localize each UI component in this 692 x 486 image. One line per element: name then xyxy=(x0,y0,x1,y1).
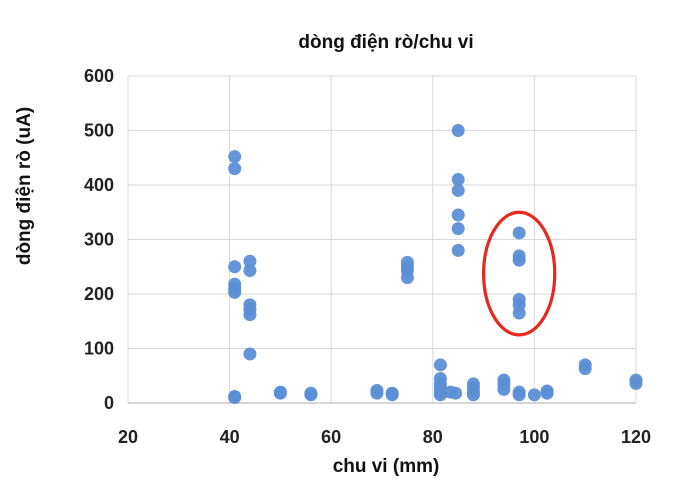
axes xyxy=(127,76,636,404)
x-tick-label: 60 xyxy=(321,427,341,447)
x-tick-labels: 20 40 60 80 100 120 xyxy=(118,427,651,447)
data-point xyxy=(466,388,480,402)
y-axis-title: dòng điện rò (uA) xyxy=(14,107,35,265)
data-point xyxy=(451,173,465,187)
data-point xyxy=(304,388,318,402)
gridlines xyxy=(128,75,637,403)
data-point xyxy=(451,208,465,222)
x-tick-label: 100 xyxy=(519,427,549,447)
y-tick-label: 400 xyxy=(84,175,114,195)
data-point xyxy=(385,388,399,402)
data-point xyxy=(497,382,511,396)
data-point xyxy=(451,124,465,137)
chart-title: dòng điện rò/chu vi xyxy=(298,32,473,53)
data-point xyxy=(243,264,257,278)
x-tick-label: 20 xyxy=(118,427,138,447)
data-point xyxy=(540,386,554,400)
data-point xyxy=(243,308,257,322)
data-point xyxy=(228,285,242,299)
data-point xyxy=(451,243,465,257)
data-point xyxy=(512,226,526,240)
data-point xyxy=(433,388,447,402)
data-point xyxy=(273,386,287,400)
data-point xyxy=(228,391,242,405)
y-tick-label: 500 xyxy=(84,121,114,141)
x-tick-label: 80 xyxy=(423,427,443,447)
x-tick-label: 40 xyxy=(220,427,240,447)
y-tick-label: 200 xyxy=(84,284,114,304)
data-point xyxy=(228,150,242,164)
data-point xyxy=(512,306,526,320)
x-axis-title: chu vi (mm) xyxy=(333,456,440,477)
data-point xyxy=(370,386,384,400)
y-tick-label: 300 xyxy=(84,230,114,250)
data-point xyxy=(243,347,257,361)
highlight-ellipse xyxy=(481,210,557,337)
data-points xyxy=(228,124,643,405)
data-point xyxy=(451,222,465,236)
y-tick-labels: 0 100 200 300 400 500 600 xyxy=(84,66,114,413)
x-tick-label: 120 xyxy=(621,427,651,447)
y-tick-label: 0 xyxy=(104,393,114,413)
data-point xyxy=(451,183,465,197)
data-point xyxy=(512,388,526,402)
data-point xyxy=(578,362,592,376)
data-point xyxy=(629,376,643,390)
data-point xyxy=(228,260,242,274)
data-point xyxy=(243,254,257,268)
data-point xyxy=(449,386,463,400)
data-point xyxy=(512,253,526,267)
data-point xyxy=(527,388,541,402)
y-tick-label: 600 xyxy=(84,66,114,86)
data-point xyxy=(228,162,242,176)
data-point xyxy=(400,271,414,285)
y-tick-label: 100 xyxy=(84,339,114,359)
data-point xyxy=(433,358,447,372)
